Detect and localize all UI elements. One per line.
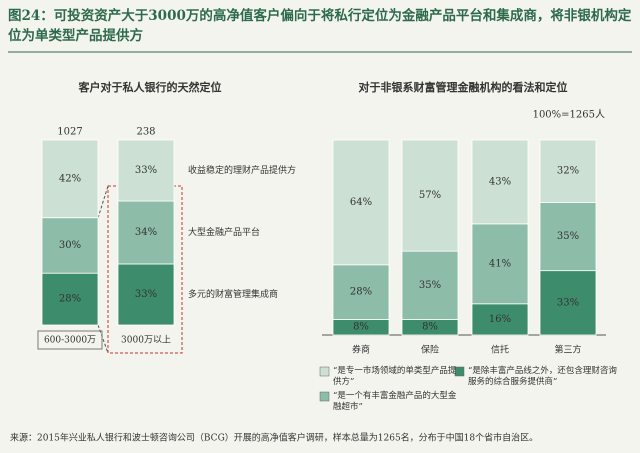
bar-segment bbox=[41, 272, 99, 326]
data-label: 33% bbox=[557, 297, 579, 308]
data-label: 41% bbox=[489, 258, 511, 269]
bar-segment bbox=[117, 139, 175, 202]
series-label: 多元的财富管理集成商 bbox=[188, 288, 278, 300]
data-label: 35% bbox=[419, 280, 441, 291]
chart-title: 对于非银系财富管理金融机构的看法和定位 bbox=[359, 80, 568, 94]
data-label: 34% bbox=[135, 227, 157, 238]
legend-swatch bbox=[319, 391, 330, 402]
legend-label: “是除丰富产品线之外，还包含理财咨询服务的综合服务提供商” bbox=[468, 366, 617, 387]
x-tick-label: 第三方 bbox=[554, 344, 581, 356]
data-label: 32% bbox=[557, 166, 579, 177]
legend-label: “是一个有丰富金融产品的大型金融超市” bbox=[333, 391, 457, 412]
bar-segment bbox=[332, 139, 390, 266]
series-label: 收益稳定的理财产品提供方 bbox=[188, 164, 296, 176]
bar-segment bbox=[117, 263, 175, 326]
connector bbox=[97, 185, 109, 219]
x-tick-label: 600-3000万 bbox=[44, 336, 96, 346]
bar-segment bbox=[471, 139, 529, 225]
x-tick-label: 3000万以上 bbox=[121, 335, 171, 346]
x-tick-label: 信托 bbox=[491, 344, 509, 356]
total-label: 238 bbox=[136, 127, 155, 138]
bar-segment bbox=[539, 270, 597, 336]
data-label: 30% bbox=[59, 240, 81, 251]
x-tick-label: 券商 bbox=[352, 344, 370, 356]
bar-segment bbox=[471, 223, 529, 305]
data-label: 28% bbox=[59, 294, 81, 305]
title-box: 图24：可投资资产大于3000万的高净值客户偏向于将私行定位为金融产品平台和集成… bbox=[8, 8, 632, 44]
x-tick-label: 保险 bbox=[421, 344, 439, 356]
page-title: 图24：可投资资产大于3000万的高净值客户偏向于将私行定位为金融产品平台和集成… bbox=[8, 8, 632, 44]
legend-label: “是专一市场领域的单类型产品提供方” bbox=[333, 366, 457, 387]
chart-title: 客户对于私人银行的天然定位 bbox=[78, 80, 222, 94]
data-label: 28% bbox=[350, 287, 372, 298]
data-label: 8% bbox=[422, 322, 438, 333]
data-label: 8% bbox=[353, 322, 369, 333]
data-label: 42% bbox=[59, 173, 81, 184]
bar-segment bbox=[332, 264, 390, 320]
bar-segment bbox=[117, 200, 175, 265]
source: 来源：2015年兴业私人银行和波士顿咨询公司（BCG）开展的高净值客户调研，样本… bbox=[10, 432, 538, 444]
data-label: 57% bbox=[419, 190, 441, 201]
data-label: 35% bbox=[557, 231, 579, 242]
note: 100%=1265人 bbox=[533, 109, 605, 121]
bar-segment bbox=[41, 217, 99, 274]
total-label: 1027 bbox=[57, 127, 82, 138]
bar-segment bbox=[539, 201, 597, 272]
category-box bbox=[37, 330, 103, 350]
data-label: 64% bbox=[350, 197, 372, 208]
series-label: 大型金融产品平台 bbox=[188, 226, 260, 238]
legend-swatch bbox=[454, 366, 465, 377]
bar-segment bbox=[539, 139, 597, 203]
legend-swatch bbox=[319, 366, 330, 377]
data-label: 33% bbox=[135, 165, 157, 176]
bar-segment bbox=[401, 139, 459, 252]
data-label: 33% bbox=[135, 289, 157, 300]
data-label: 43% bbox=[489, 176, 511, 187]
bar-segment bbox=[471, 303, 529, 336]
bar-segment bbox=[41, 139, 99, 219]
data-label: 16% bbox=[489, 314, 511, 325]
